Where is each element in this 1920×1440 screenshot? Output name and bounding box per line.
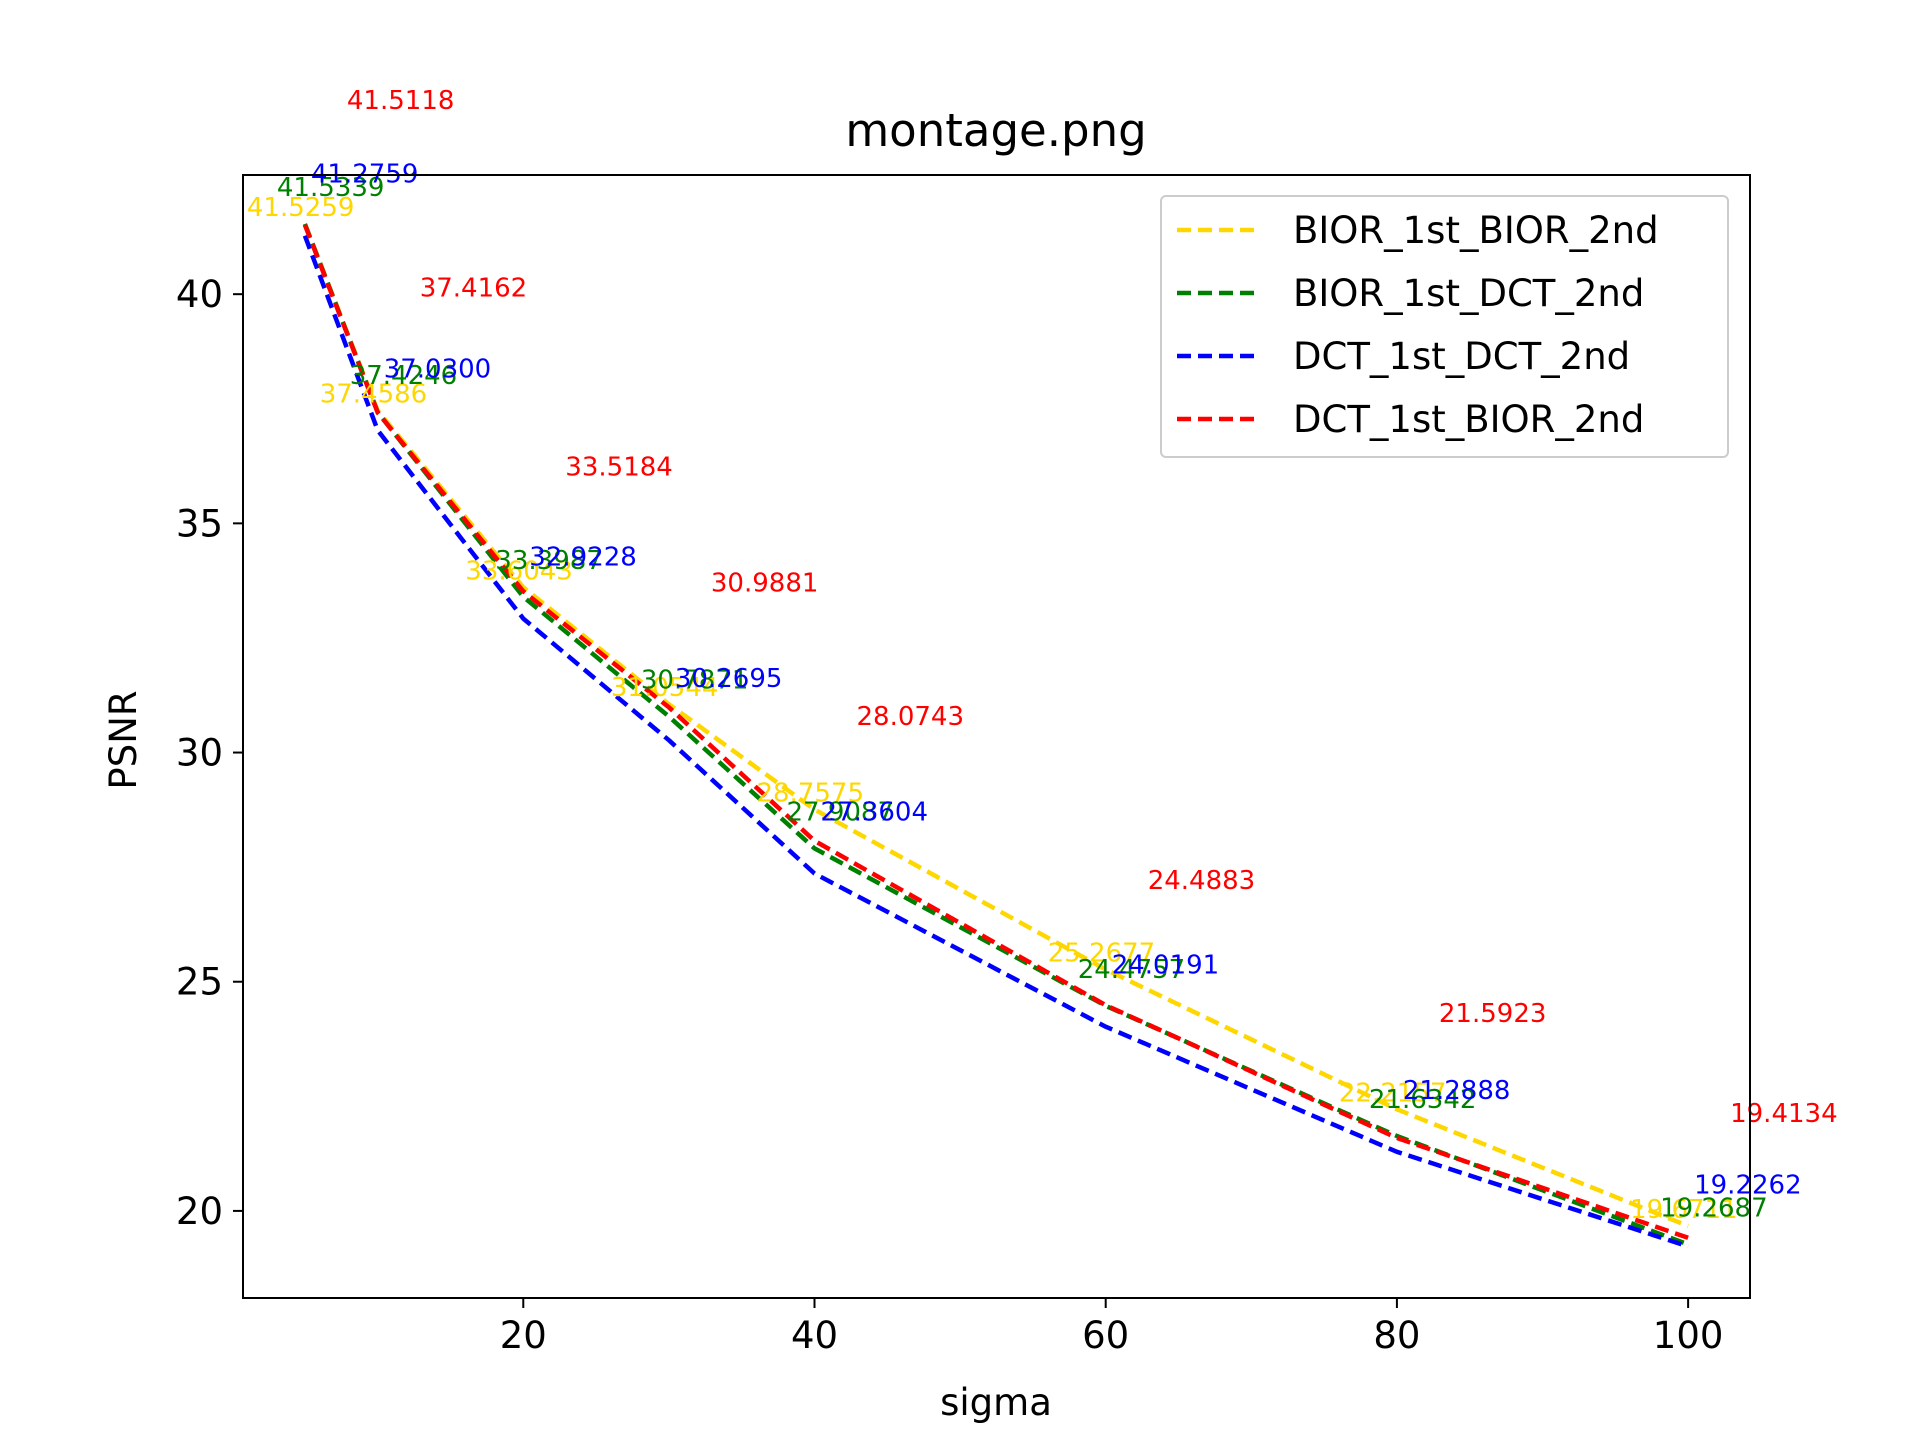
data-label-3-3: 30.9881 — [711, 568, 819, 598]
data-label-2-3: 30.2695 — [675, 664, 783, 694]
data-label-0-4: 28.7575 — [757, 779, 865, 809]
y-tick-label-2: 30 — [176, 732, 223, 775]
data-label-3-5: 24.4883 — [1148, 866, 1256, 896]
x-tick-label-4: 100 — [1653, 1314, 1724, 1357]
data-label-1-2: 33.3987 — [495, 546, 603, 576]
data-label-0-0: 41.5259 — [247, 193, 355, 223]
data-label-1-6: 21.6342 — [1369, 1085, 1477, 1115]
data-label-3-2: 33.5184 — [565, 452, 673, 482]
data-label-0-7: 19.6711 — [1630, 1195, 1738, 1225]
x-tick-label-0: 20 — [500, 1314, 547, 1357]
x-axis-label: sigma — [940, 1381, 1052, 1424]
data-label-1-0: 41.5339 — [277, 173, 385, 203]
chart-title: montage.png — [845, 104, 1146, 157]
y-tick-label-0: 20 — [176, 1190, 223, 1233]
legend: BIOR_1st_BIOR_2nd BIOR_1st_DCT_2nd DCT_1st… — [1160, 195, 1729, 458]
data-label-0-2: 33.6043 — [465, 556, 573, 586]
data-label-2-1: 37.0300 — [384, 354, 492, 384]
data-label-2-7: 19.2262 — [1694, 1170, 1802, 1200]
y-tick-label-4: 40 — [176, 273, 223, 316]
data-label-2-4: 27.3604 — [821, 798, 929, 828]
data-label-0-6: 22.2157 — [1339, 1078, 1447, 1108]
series-line-3 — [302, 224, 1689, 1240]
data-label-1-3: 30.7871 — [641, 666, 749, 696]
data-label-3-1: 37.4162 — [420, 274, 528, 304]
legend-label-1: BIOR_1st_DCT_2nd — [1293, 272, 1644, 315]
legend-label-0: BIOR_1st_BIOR_2nd — [1293, 209, 1659, 252]
x-tick-label-2: 60 — [1082, 1314, 1129, 1357]
y-tick-label-3: 35 — [176, 502, 223, 545]
axes-layer: 20 40 60 80 100 20 25 30 35 40 — [176, 174, 1751, 1357]
data-label-2-2: 32.9228 — [529, 543, 637, 573]
data-label-0-3: 31.0544 — [611, 673, 719, 703]
data-labels-layer: 41.5259 37.4586 33.6043 31.0544 28.7575 25.26… — [247, 86, 1838, 1225]
legend-label-2: DCT_1st_DCT_2nd — [1293, 335, 1630, 378]
y-axis-label: PSNR — [102, 690, 145, 789]
data-label-0-5: 25.2677 — [1048, 939, 1156, 969]
data-label-3-7: 19.4134 — [1730, 1099, 1838, 1129]
y-tick-label-1: 25 — [176, 961, 223, 1004]
series-layer — [302, 223, 1689, 1249]
x-tick-label-3: 80 — [1373, 1314, 1420, 1357]
legend-box — [1160, 195, 1729, 458]
data-label-2-5: 24.0191 — [1112, 951, 1220, 981]
data-label-1-5: 24.4757 — [1078, 955, 1186, 985]
data-label-3-6: 21.5923 — [1439, 999, 1547, 1029]
x-tick-label-1: 40 — [791, 1314, 838, 1357]
data-label-2-6: 21.2888 — [1403, 1076, 1511, 1106]
axes-frame — [242, 174, 1751, 1299]
data-label-3-4: 28.0743 — [857, 702, 965, 732]
data-label-0-1: 37.4586 — [320, 380, 428, 410]
legend-label-3: DCT_1st_BIOR_2nd — [1293, 398, 1644, 441]
data-label-1-4: 27.9087 — [787, 797, 895, 827]
data-label-3-0: 41.5118 — [347, 86, 455, 116]
data-label-1-1: 37.4246 — [350, 361, 458, 391]
